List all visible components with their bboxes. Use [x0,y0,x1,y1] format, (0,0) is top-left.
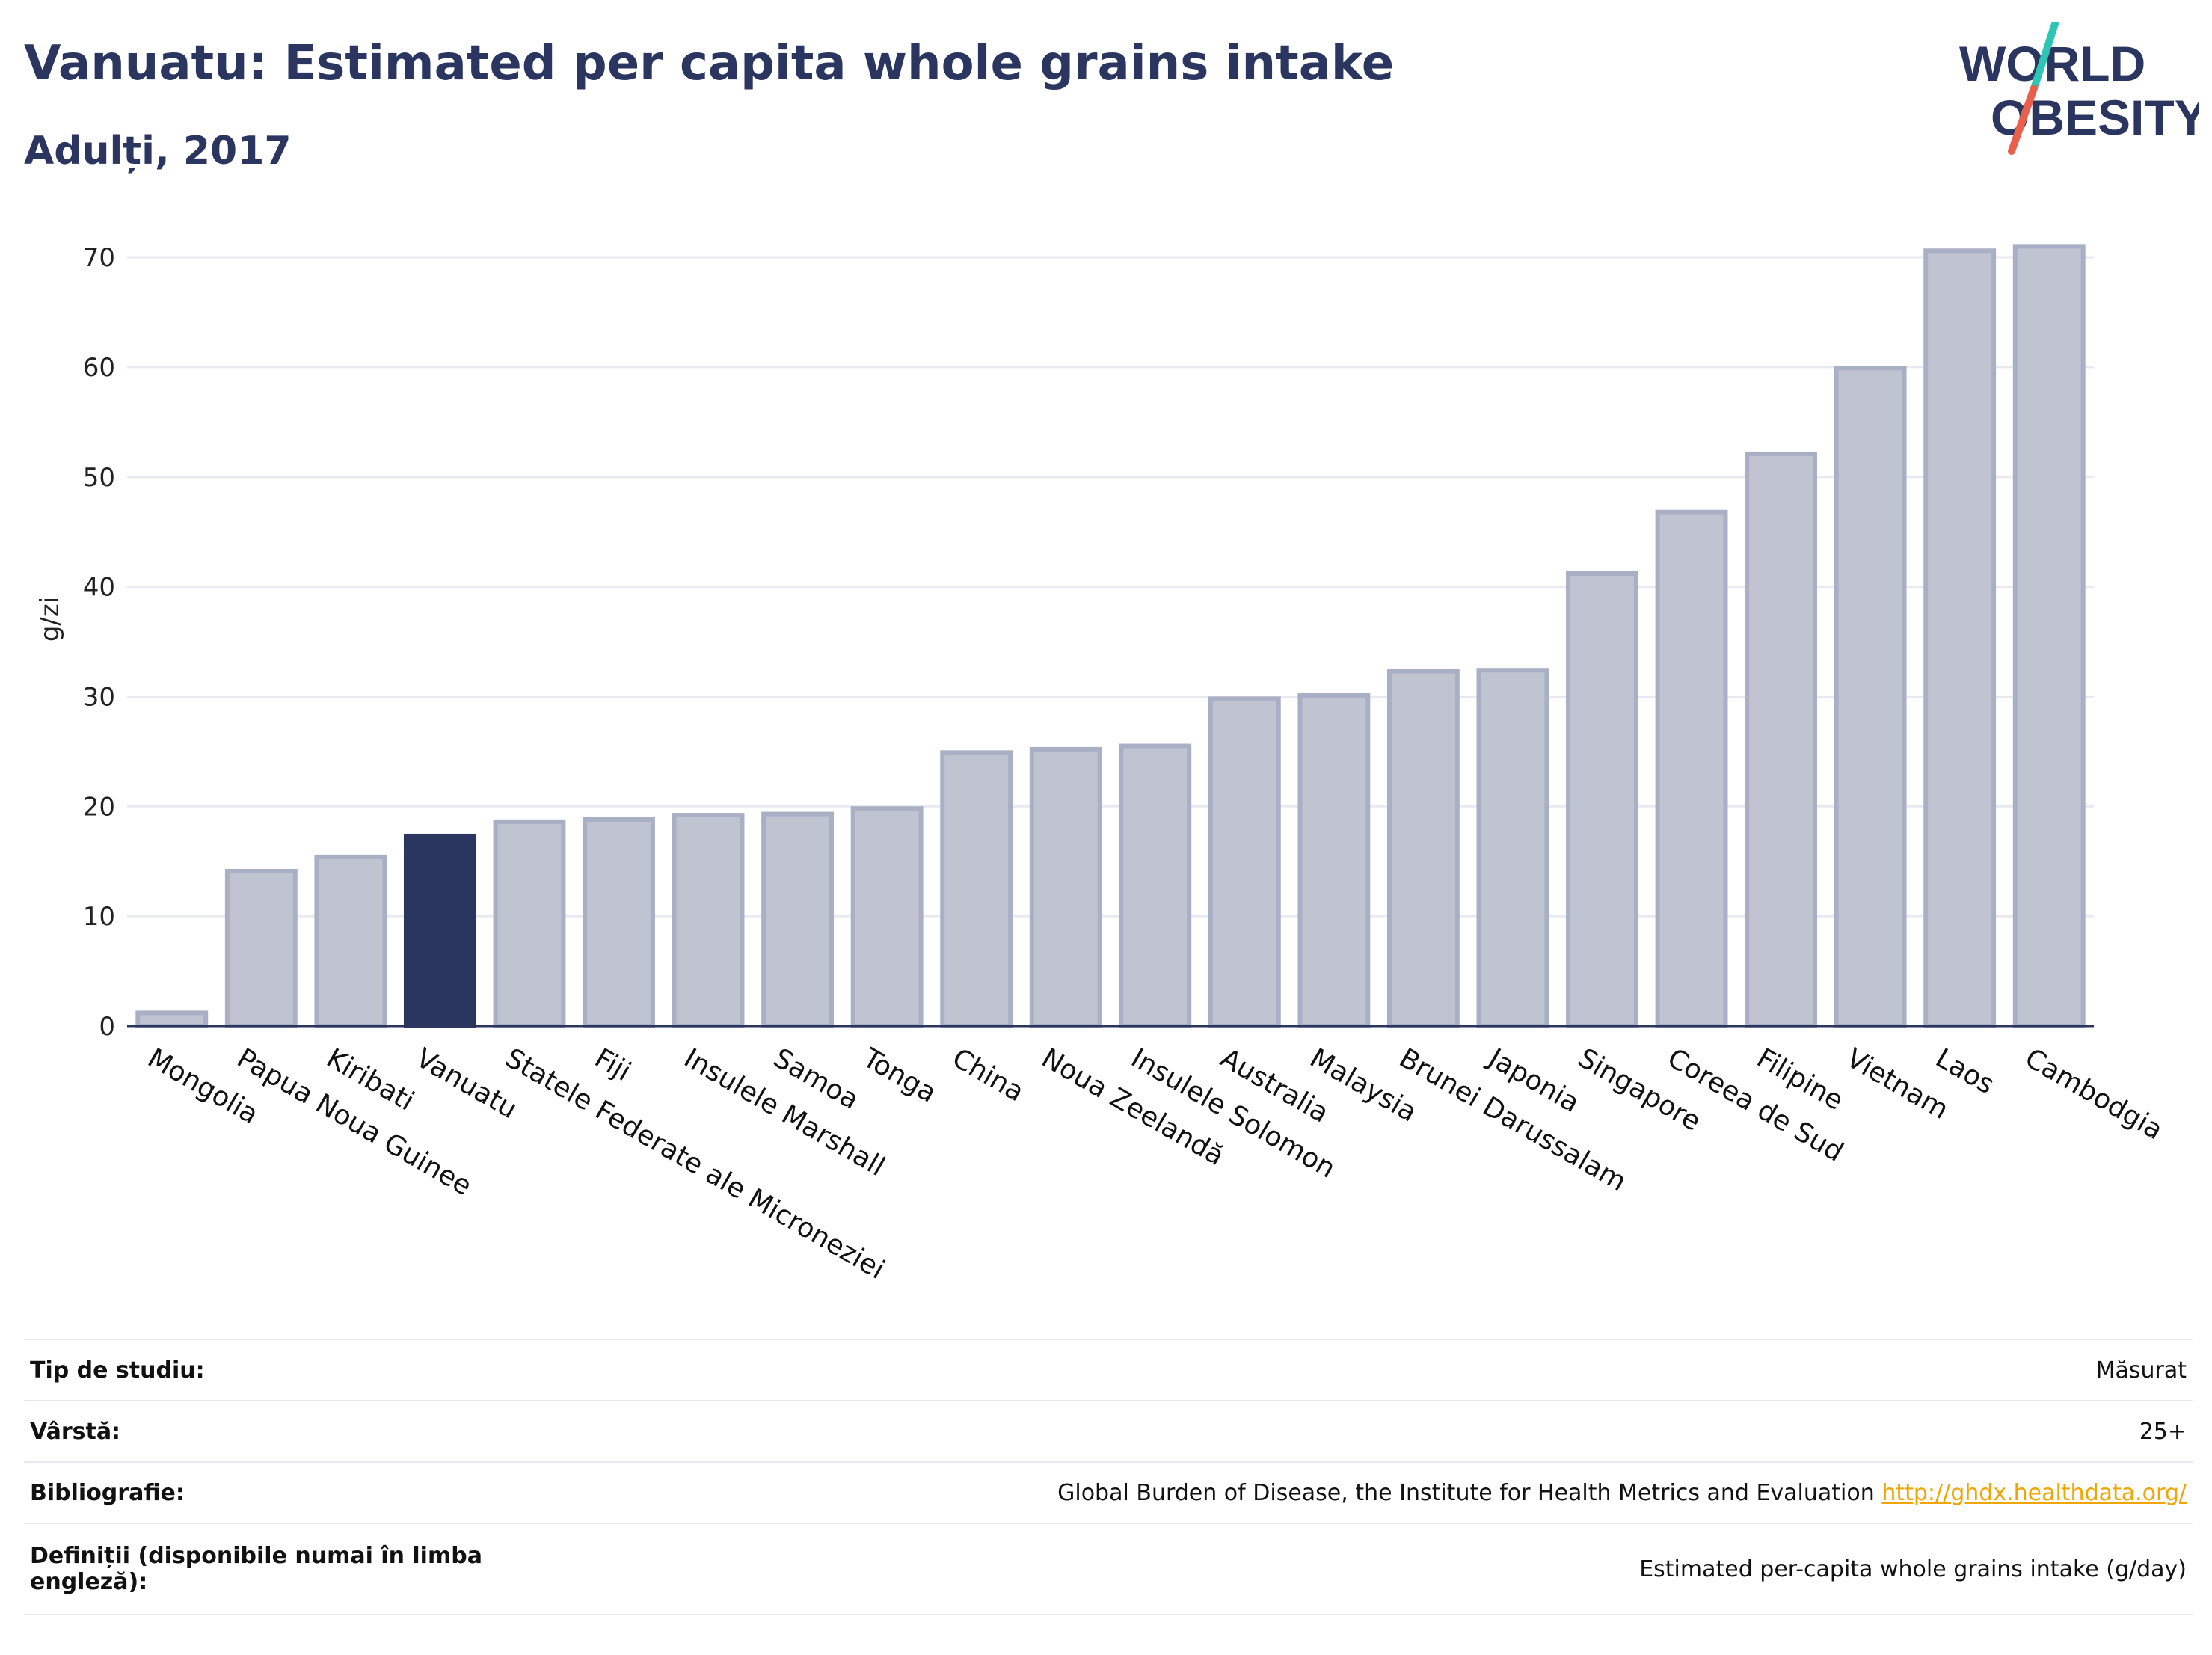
y-tick-label: 40 [83,573,115,603]
y-axis-label: g/zi [35,597,65,642]
logo-line1: WORLD [1959,36,2145,91]
logo-slash-teal [2030,22,2059,92]
info-value-with-link: Global Burden of Disease, the Institute … [503,1461,2193,1524]
info-row-study-type: Tip de studiu: Măsurat [24,1339,2193,1401]
world-obesity-logo: WORLD OBESITY [1959,22,2199,155]
bar-coreea-de-sud[interactable] [1655,509,1728,1028]
chart-title: Vanuatu: Estimated per capita whole grai… [24,36,1395,91]
bar-insulele-marshall[interactable] [672,813,745,1028]
info-row-age: Vârstă: 25+ [24,1400,2193,1463]
info-value: Măsurat [503,1339,2193,1401]
bibliography-link[interactable]: http://ghdx.healthdata.org/ [1881,1479,2187,1506]
bar-vanuatu[interactable] [403,833,476,1028]
bar-noua-zeelandă[interactable] [1029,746,1102,1028]
info-key: Vârstă: [24,1400,503,1463]
y-tick-label: 10 [83,902,115,932]
x-tick-label: Fiji [589,1043,636,1087]
bar-laos[interactable] [1923,248,1997,1028]
x-tick-label: Vanuatu [411,1043,522,1125]
bar-fiji[interactable] [583,817,655,1029]
x-tick-label: Tonga [857,1043,941,1109]
y-tick-label: 30 [83,682,115,712]
bar-brunei-darussalam[interactable] [1386,669,1460,1028]
bar-japonia[interactable] [1476,668,1549,1028]
bar-insulele-solomon[interactable] [1119,743,1192,1028]
info-key: Bibliografie: [24,1461,503,1524]
bar-cambodgia[interactable] [2012,244,2086,1028]
bar-singapore[interactable] [1566,571,1638,1028]
bar-samoa[interactable] [761,811,835,1028]
bar-kiribati[interactable] [314,854,387,1028]
bar-papua-noua-guinee[interactable] [224,868,298,1029]
bibliography-text: Global Burden of Disease, the Institute … [1057,1479,1875,1506]
y-tick-label: 70 [83,243,115,273]
info-key: Definiții (disponibile numai în limba en… [24,1523,503,1615]
bar-australia[interactable] [1208,696,1281,1028]
x-tick-label: China [947,1043,1029,1108]
bar-tonga[interactable] [850,806,924,1029]
bars [135,244,2086,1029]
bar-filipine[interactable] [1745,451,1818,1028]
info-table: Tip de studiu: Măsurat Vârstă: 25+ Bibli… [24,1339,2193,1615]
info-key: Tip de studiu: [24,1339,503,1401]
x-tick-label: Vietnam [1841,1043,1953,1126]
logo-slash-coral [2008,85,2038,155]
bar-statele-federate-ale-microneziei[interactable] [493,819,566,1028]
bar-malaysia[interactable] [1297,693,1371,1029]
chart-subtitle: Adulți, 2017 [24,129,292,174]
x-tick-label: Cambodgia [2020,1043,2168,1146]
bar-mongolia[interactable] [135,1010,209,1028]
bar-china[interactable] [940,750,1013,1028]
y-tick-label: 20 [83,792,115,822]
info-value: 25+ [503,1400,2193,1463]
info-row-bibliography: Bibliografie: Global Burden of Disease, … [24,1461,2193,1524]
y-tick-label: 50 [83,463,115,493]
info-row-definitions: Definiții (disponibile numai în limba en… [24,1523,2193,1615]
bar-vietnam[interactable] [1834,366,1907,1028]
y-tick-label: 60 [83,353,115,383]
info-value: Estimated per-capita whole grains intake… [503,1523,2193,1615]
y-tick-label: 0 [99,1012,115,1042]
